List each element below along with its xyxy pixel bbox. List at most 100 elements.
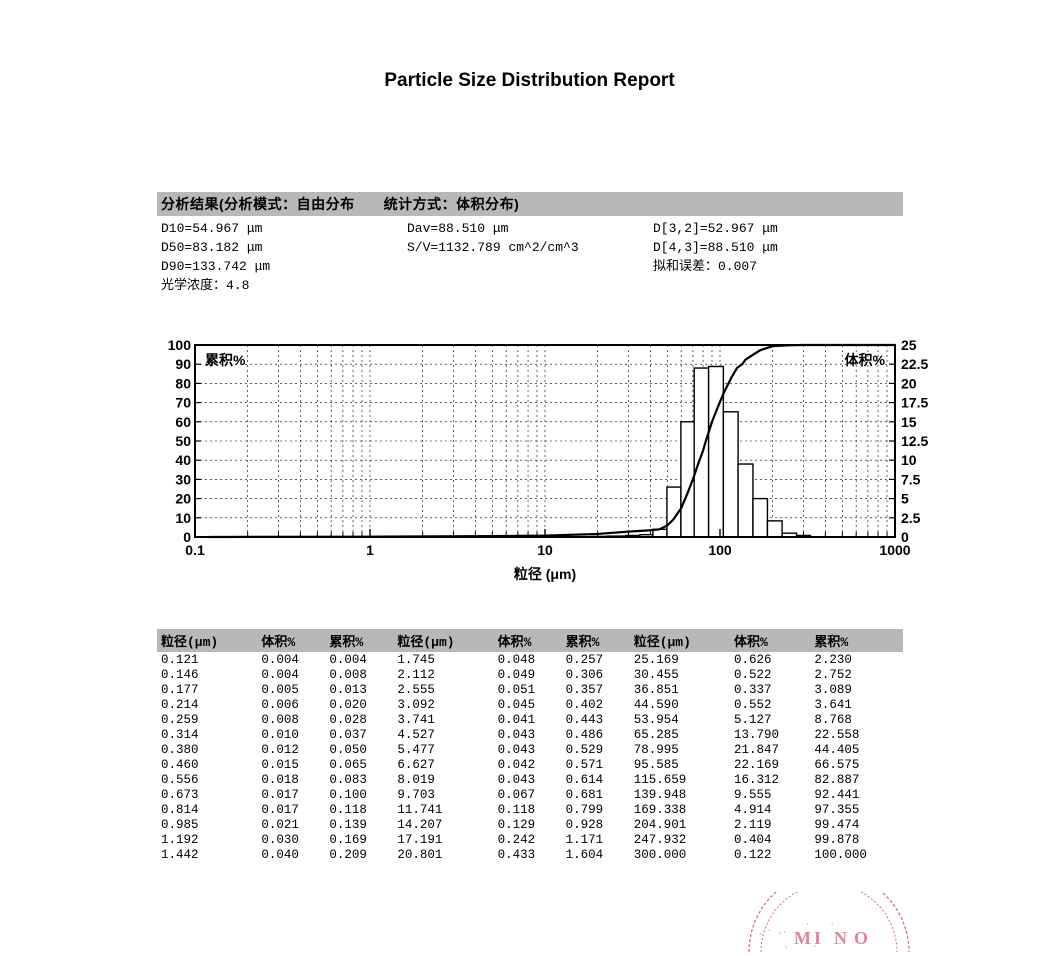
table-row: 0.6730.0170.1009.7030.0670.681139.9489.5… — [157, 787, 903, 802]
table-cell: 0.040 — [257, 847, 325, 862]
bar — [738, 464, 753, 537]
table-cell: 3.741 — [393, 712, 493, 727]
stats-col-2: Dav=88.510 μmS/V=1132.789 cm^2/cm^3 — [407, 220, 653, 295]
table-cell: 2.112 — [393, 667, 493, 682]
table-cell: 0.556 — [157, 772, 257, 787]
table-cell: 9.555 — [730, 787, 810, 802]
table-cell: 2.119 — [730, 817, 810, 832]
table-cell: 0.209 — [325, 847, 393, 862]
table-cell: 82.887 — [810, 772, 903, 787]
table-cell: 0.614 — [562, 772, 630, 787]
table-row: 0.8140.0170.11811.7410.1180.799169.3384.… — [157, 802, 903, 817]
table-cell: 4.914 — [730, 802, 810, 817]
table-cell: 0.083 — [325, 772, 393, 787]
table-cell: 9.703 — [393, 787, 493, 802]
table-cell: 0.042 — [494, 757, 562, 772]
table-cell: 0.814 — [157, 802, 257, 817]
stat-line: D90=133.742 μm — [161, 258, 407, 277]
y-left-tick: 10 — [175, 510, 191, 526]
x-tick: 100 — [708, 542, 732, 558]
table-row: 0.1770.0050.0132.5550.0510.35736.8510.33… — [157, 682, 903, 697]
stat-line: Dav=88.510 μm — [407, 220, 653, 239]
table-row: 0.9850.0210.13914.2070.1290.928204.9012.… — [157, 817, 903, 832]
y-left-tick: 70 — [175, 395, 191, 411]
table-row: 1.1920.0300.16917.1910.2421.171247.9320.… — [157, 832, 903, 847]
table-cell: 0.006 — [257, 697, 325, 712]
table-cell: 0.985 — [157, 817, 257, 832]
table-cell: 0.433 — [494, 847, 562, 862]
table-cell: 0.037 — [325, 727, 393, 742]
table-cell: 0.004 — [257, 652, 325, 667]
table-cell: 0.799 — [562, 802, 630, 817]
table-row: 0.3140.0100.0374.5270.0430.48665.28513.7… — [157, 727, 903, 742]
table-cell: 5.477 — [393, 742, 493, 757]
table-cell: 2.230 — [810, 652, 903, 667]
table-cell: 204.901 — [630, 817, 730, 832]
table-cell: 0.571 — [562, 757, 630, 772]
stat-line: D50=83.182 μm — [161, 239, 407, 258]
table-cell: 78.995 — [630, 742, 730, 757]
table-cell: 66.575 — [810, 757, 903, 772]
table-cell: 44.405 — [810, 742, 903, 757]
col-header: 累积% — [325, 629, 393, 652]
table-cell: 5.127 — [730, 712, 810, 727]
y-left-tick: 90 — [175, 357, 191, 373]
table-cell: 0.443 — [562, 712, 630, 727]
table-cell: 6.627 — [393, 757, 493, 772]
y-left-tick: 50 — [175, 433, 191, 449]
table-cell: 100.000 — [810, 847, 903, 862]
table-cell: 0.118 — [494, 802, 562, 817]
y-right-tick: 2.5 — [901, 510, 921, 526]
table-cell: 0.041 — [494, 712, 562, 727]
table-cell: 3.089 — [810, 682, 903, 697]
y-left-tick: 20 — [175, 491, 191, 507]
table-cell: 0.402 — [562, 697, 630, 712]
table-cell: 44.590 — [630, 697, 730, 712]
bar — [753, 499, 767, 537]
table-cell: 0.017 — [257, 787, 325, 802]
table-cell: 0.214 — [157, 697, 257, 712]
table-cell: 0.004 — [325, 652, 393, 667]
y-right-tick: 25 — [901, 339, 917, 353]
table-cell: 0.043 — [494, 727, 562, 742]
table-cell: 1.604 — [562, 847, 630, 862]
svg-text:M: M — [794, 928, 813, 948]
table-cell: 1.442 — [157, 847, 257, 862]
table-cell: 0.357 — [562, 682, 630, 697]
y-right-tick: 10 — [901, 453, 917, 469]
col-header: 粒径(μm) — [630, 629, 730, 652]
table-cell: 0.460 — [157, 757, 257, 772]
section-header: 分析结果(分析模式：自由分布 统计方式：体积分布) — [157, 192, 903, 216]
table-cell: 0.129 — [494, 817, 562, 832]
table-cell: 0.486 — [562, 727, 630, 742]
table-cell: 0.013 — [325, 682, 393, 697]
table-cell: 0.020 — [325, 697, 393, 712]
table-cell: 2.555 — [393, 682, 493, 697]
y-right-tick: 7.5 — [901, 472, 921, 488]
bar — [767, 521, 782, 537]
table-cell: 22.558 — [810, 727, 903, 742]
col-header: 累积% — [810, 629, 903, 652]
table-cell: 1.171 — [562, 832, 630, 847]
y-right-tick: 15 — [901, 414, 917, 430]
table-cell: 65.285 — [630, 727, 730, 742]
x-axis-label: 粒径 (μm) — [514, 566, 576, 582]
col-header: 累积% — [562, 629, 630, 652]
table-cell: 0.045 — [494, 697, 562, 712]
table-cell: 0.050 — [325, 742, 393, 757]
y-right-tick: 17.5 — [901, 395, 928, 411]
table-cell: 0.122 — [730, 847, 810, 862]
table-cell: 247.932 — [630, 832, 730, 847]
chart-svg: 010203040506070809010002.557.51012.51517… — [161, 339, 941, 589]
table-cell: 0.049 — [494, 667, 562, 682]
table-cell: 0.177 — [157, 682, 257, 697]
stamp-region: MINO — [0, 862, 1059, 942]
table-cell: 92.441 — [810, 787, 903, 802]
table-cell: 99.878 — [810, 832, 903, 847]
table-cell: 95.585 — [630, 757, 730, 772]
table-cell: 0.065 — [325, 757, 393, 772]
table-cell: 0.259 — [157, 712, 257, 727]
y-left-tick: 100 — [168, 339, 192, 353]
table-cell: 0.043 — [494, 772, 562, 787]
table-cell: 0.118 — [325, 802, 393, 817]
